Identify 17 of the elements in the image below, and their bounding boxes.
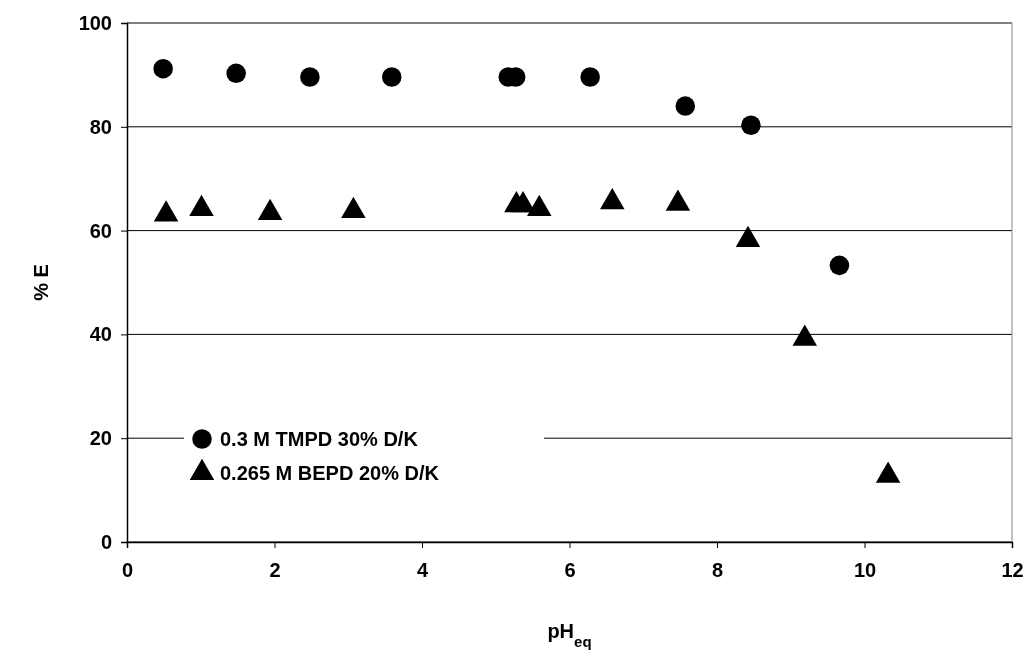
y-axis-title: % E xyxy=(30,264,52,301)
legend-label: 0.3 M TMPD 30% D/K xyxy=(220,428,419,450)
x-tick-label: 4 xyxy=(416,559,429,581)
x-tick-label: 6 xyxy=(564,559,576,581)
legend-label: 0.265 M BEPD 20% D/K xyxy=(220,462,440,484)
y-tick-label: 40 xyxy=(89,323,112,346)
y-tick-label: 20 xyxy=(89,427,112,450)
x-tick-label: 8 xyxy=(711,559,724,581)
y-tick-label: 100 xyxy=(78,11,112,34)
x-tick-label: 12 xyxy=(1001,559,1024,581)
x-axis-title: pH$_{eq}$ xyxy=(547,620,592,650)
x-tick-label: 2 xyxy=(269,559,281,581)
y-tick-label: 0 xyxy=(100,530,112,553)
y-tick-label: 80 xyxy=(89,115,112,138)
x-tick-label: 10 xyxy=(853,559,877,581)
x-tick-label: 0 xyxy=(121,559,134,581)
y-tick-label: 60 xyxy=(89,219,112,242)
